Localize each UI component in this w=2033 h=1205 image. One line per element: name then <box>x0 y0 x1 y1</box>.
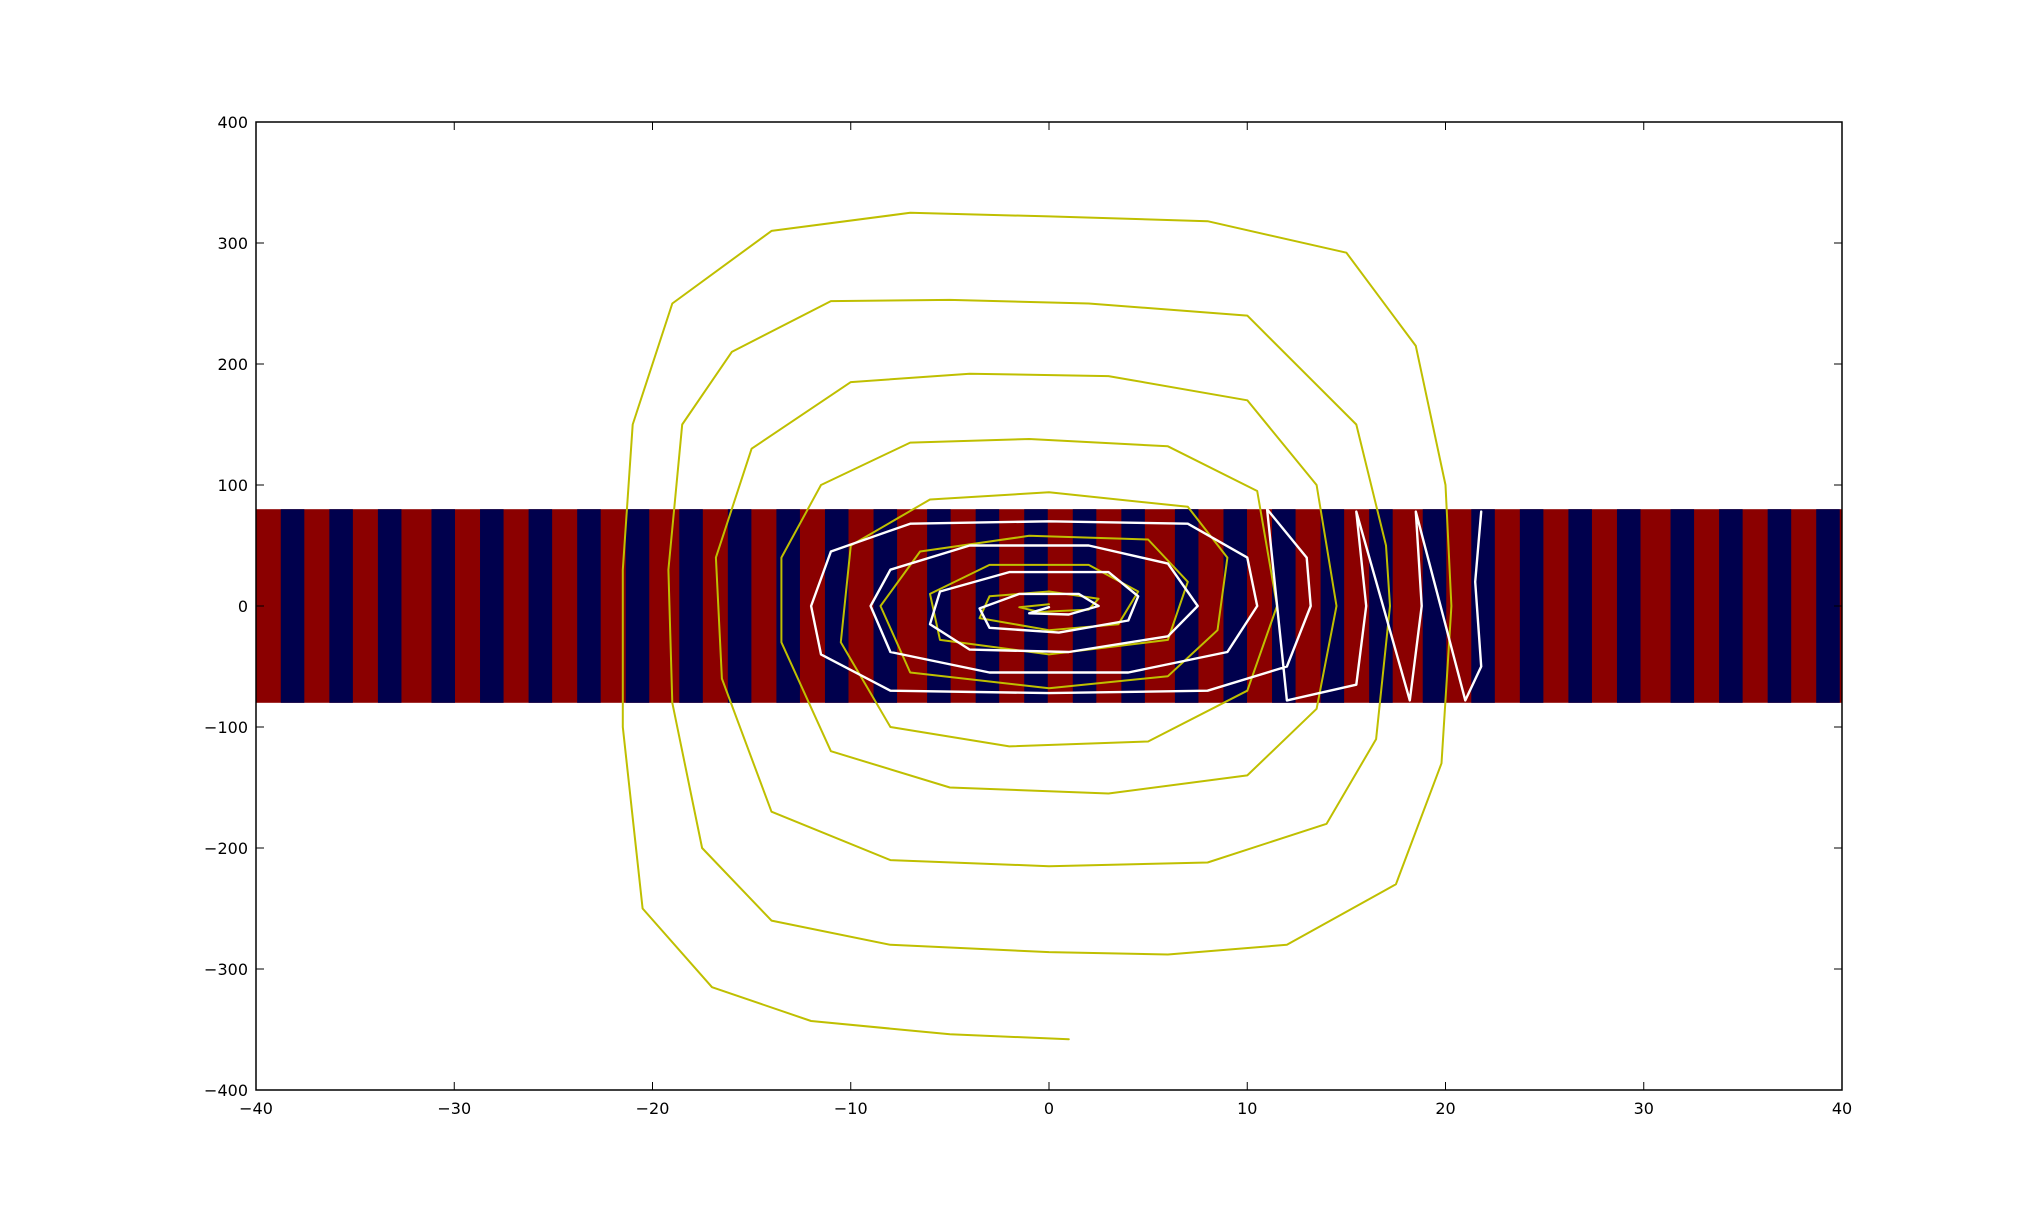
x-tick-label: −20 <box>636 1099 670 1118</box>
band-stripe <box>577 509 601 703</box>
x-tick-label: 10 <box>1237 1099 1257 1118</box>
y-tick-label: 200 <box>217 355 248 374</box>
x-tick-label: 30 <box>1634 1099 1654 1118</box>
spiral-line-1 <box>621 211 1453 1041</box>
y-tick-label: 0 <box>238 597 248 616</box>
band-stripe <box>528 509 553 703</box>
band-stripe <box>1767 509 1792 703</box>
band-stripe <box>873 509 898 703</box>
y-tick-label: −100 <box>204 718 248 737</box>
band-stripe <box>1174 509 1199 703</box>
y-tick-label: −400 <box>204 1081 248 1100</box>
band-stripe <box>1072 509 1097 703</box>
y-tick-label: 300 <box>217 234 248 253</box>
band-stripe <box>377 509 402 703</box>
band-stripe <box>1670 509 1695 703</box>
band-stripe <box>679 509 703 703</box>
band-stripe <box>280 509 305 703</box>
band-stripe <box>1223 509 1248 703</box>
spiral-line-2 <box>809 508 1483 702</box>
x-tick-label: 20 <box>1435 1099 1455 1118</box>
band-stripe <box>329 509 353 703</box>
stripe-band <box>256 509 1842 703</box>
x-tick-label: −30 <box>437 1099 471 1118</box>
y-tick-label: 400 <box>217 113 248 132</box>
band-stripe <box>1616 509 1641 703</box>
band-stripe <box>1422 509 1447 703</box>
y-tick-label: −300 <box>204 960 248 979</box>
x-tick-label: −10 <box>834 1099 868 1118</box>
axis-ticks: −40 −30 −20 −10 0 10 20 30 40−400−300−200−100010… <box>204 113 1852 1118</box>
x-tick-label: −40 <box>239 1099 273 1118</box>
band-stripe <box>824 509 849 703</box>
y-tick-label: −200 <box>204 839 248 858</box>
band-stripe <box>431 509 456 703</box>
band-stripe <box>625 509 650 703</box>
band-stripe <box>1816 509 1840 703</box>
band-stripe <box>480 509 504 703</box>
band-stripe <box>927 509 951 703</box>
band-stripe <box>1272 509 1296 703</box>
x-tick-label: 40 <box>1832 1099 1852 1118</box>
spiral-series <box>621 211 1483 1041</box>
band-stripe <box>727 509 752 703</box>
y-tick-label: 100 <box>217 476 248 495</box>
band-stripe <box>1519 509 1544 703</box>
band-stripe <box>1471 509 1495 703</box>
band-stripe <box>1568 509 1592 703</box>
band-stripe <box>1719 509 1743 703</box>
x-tick-label: 0 <box>1044 1099 1054 1118</box>
